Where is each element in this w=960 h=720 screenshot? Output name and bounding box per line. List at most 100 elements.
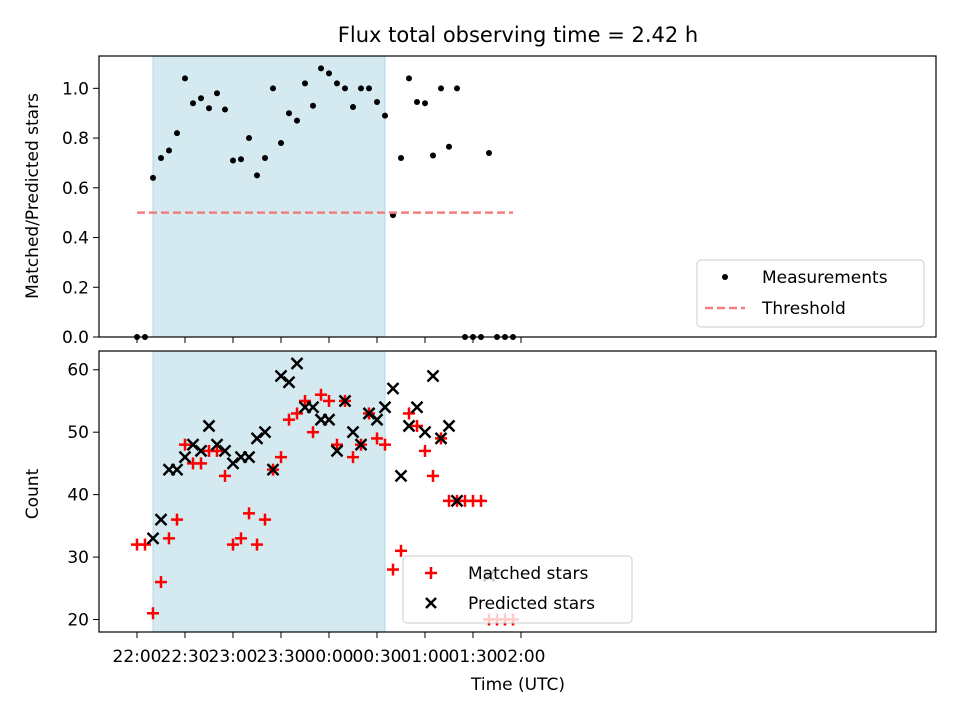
measurement-point [238,156,244,163]
predicted-star-point [170,463,184,477]
bottom-plot-frame [98,350,937,633]
measurement-point [246,135,252,142]
measurement-point [414,99,420,106]
measurement-point [270,85,276,92]
measurement-point [334,80,340,87]
predicted-star-point [202,419,216,433]
top-x-ticks [136,337,522,343]
matched-star-point [251,538,263,551]
x-tick-label: 22:30 [161,647,210,667]
measurement-point [366,85,372,92]
bottom-y-axis: 20 30 40 50 60 [67,361,99,631]
y-tick-label: 1.0 [62,79,89,99]
predicted-star-point [426,369,440,383]
bottom-data-layer [131,357,519,626]
matched-star-point [419,444,431,457]
y-tick-label: 0.0 [62,328,89,348]
measurement-point [294,117,300,124]
legend-predicted-marker [425,597,437,609]
measurement-point [422,100,428,107]
matched-star-point [227,538,239,551]
legend-matched-marker [425,567,437,579]
matched-star-point [315,388,327,401]
matched-star-point [331,438,343,451]
measurement-point [254,172,260,179]
y-tick-label: 0.4 [62,229,89,249]
x-tick-label: 02:00 [497,647,546,667]
matched-star-point [347,451,359,464]
measurement-point [150,174,156,181]
measurement-point [406,75,412,82]
predicted-star-point [442,419,456,433]
matched-star-point [275,451,287,464]
legend-measurements-marker [722,274,728,280]
top-plot-frame [98,55,937,338]
bottom-legend: Matched stars Predicted stars [402,555,633,624]
predicted-star-point [178,450,192,464]
matched-star-point [395,544,407,557]
legend-predicted-label: Predicted stars [468,594,595,614]
matched-star-point [179,438,191,451]
measurement-point [454,85,460,92]
matched-star-point [211,444,223,457]
matched-star-point [307,426,319,439]
measurement-point [342,85,348,92]
matched-star-point [371,432,383,445]
predicted-star-point [258,425,272,439]
predicted-star-point [290,357,304,370]
predicted-star-point [322,413,336,427]
measurement-point [486,149,492,156]
x-tick-label: 01:30 [449,647,498,667]
measurement-point [374,99,380,106]
measurement-point [326,70,332,77]
top-y-axis: 0.0 0.2 0.4 0.6 0.8 1.0 [62,79,99,348]
matched-star-point [475,494,487,507]
predicted-star-point [242,450,256,464]
bottom-observing-window-layer [152,350,386,633]
top-y-axis-label: Matched/Predicted stars [23,93,43,299]
measurement-point [198,95,204,102]
measurement-point [302,80,308,87]
y-tick-label: 0.2 [62,278,89,298]
predicted-star-point [450,494,464,508]
bottom-y-axis-label: Count [23,468,43,519]
predicted-star-point [330,444,344,458]
matched-star-point [387,563,399,576]
measurement-point [262,154,268,161]
x-tick-label: 00:00 [305,647,354,667]
x-tick-label: 23:00 [209,647,258,667]
measurement-point [190,100,196,107]
matched-star-point [139,538,151,551]
top-data-layer [134,65,516,340]
predicted-star-point [402,419,416,433]
observing-window-band [152,55,386,338]
measurement-point [382,112,388,119]
matched-star-point [243,507,255,520]
predicted-star-point [194,444,208,458]
y-tick-label: 0.6 [62,179,89,199]
bottom-legend-box [402,555,633,624]
matched-star-point [283,413,295,426]
y-tick-label: 50 [67,423,89,443]
y-tick-label: 30 [67,548,89,568]
chart-title: Flux total observing time = 2.42 h [338,23,698,47]
x-tick-label: 00:30 [353,647,402,667]
bottom-panel: 20 30 40 50 60 22:00 22:30 23:00 23:30 00:00 00:3… [23,350,937,695]
matched-star-point [259,513,271,526]
predicted-star-point [434,432,448,445]
matched-star-point [195,457,207,470]
measurement-point [438,85,444,92]
x-tick-label: 01:00 [401,647,450,667]
measurement-point [166,147,172,154]
predicted-star-point [282,375,296,389]
measurement-point [350,103,356,110]
predicted-star-point [370,413,384,427]
matched-star-point [299,394,311,407]
matched-star-point [323,394,335,407]
legend-matched-label: Matched stars [468,564,588,584]
measurement-point [222,106,228,113]
predicted-star-point [154,513,168,526]
x-tick-label: 22:00 [113,647,162,667]
measurement-point [278,140,284,147]
matched-star-point [235,532,247,545]
